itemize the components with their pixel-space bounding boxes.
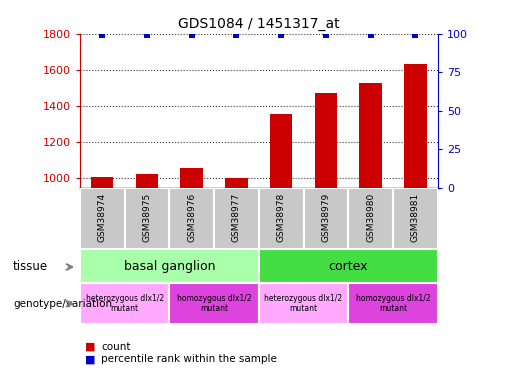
Point [277,32,285,38]
Bar [169,188,214,249]
Bar [270,114,293,359]
Point [232,32,241,38]
Point [322,32,330,38]
Text: GSM38976: GSM38976 [187,193,196,242]
Text: ■: ■ [85,354,95,364]
Bar [315,93,337,359]
Bar [169,283,259,324]
Text: genotype/variation: genotype/variation [13,299,112,309]
Bar [348,283,438,324]
Point [187,32,196,38]
Bar [214,188,259,249]
Text: heterozygous dlx1/2
mutant: heterozygous dlx1/2 mutant [85,294,164,314]
Text: GSM38974: GSM38974 [98,193,107,242]
Text: count: count [101,342,131,352]
Text: GSM38979: GSM38979 [321,193,331,242]
Bar [359,82,382,359]
Bar [136,174,158,359]
Point [411,32,420,38]
Bar [393,188,438,249]
Text: heterozygous dlx1/2
mutant: heterozygous dlx1/2 mutant [265,294,342,314]
Bar [303,188,348,249]
Text: GSM38978: GSM38978 [277,193,286,242]
Bar [404,64,426,359]
Point [367,32,375,38]
Text: percentile rank within the sample: percentile rank within the sample [101,354,278,364]
Point [98,32,106,38]
Bar [348,188,393,249]
Text: homozygous dlx1/2
mutant: homozygous dlx1/2 mutant [356,294,431,314]
Text: GSM38975: GSM38975 [143,193,151,242]
Text: tissue: tissue [13,261,48,273]
Bar [80,283,169,324]
Bar [125,188,169,249]
Bar [225,178,248,359]
Bar [80,249,259,283]
Text: GSM38981: GSM38981 [411,193,420,242]
Text: homozygous dlx1/2
mutant: homozygous dlx1/2 mutant [177,294,251,314]
Bar [80,188,125,249]
Bar [259,188,303,249]
Bar [180,168,203,359]
Text: cortex: cortex [329,260,368,273]
Point [143,32,151,38]
Text: basal ganglion: basal ganglion [124,260,215,273]
Text: ■: ■ [85,342,95,352]
Title: GDS1084 / 1451317_at: GDS1084 / 1451317_at [178,17,339,32]
Bar [91,177,113,359]
Bar [259,283,348,324]
Text: GSM38980: GSM38980 [366,193,375,242]
Text: GSM38977: GSM38977 [232,193,241,242]
Bar [259,249,438,283]
